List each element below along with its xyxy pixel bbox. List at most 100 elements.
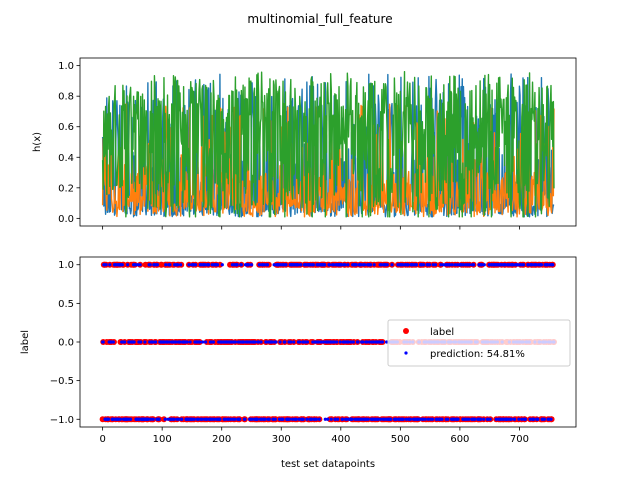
prediction-point	[372, 263, 376, 267]
prediction-point	[255, 417, 260, 421]
prediction-point	[488, 417, 492, 421]
prediction-point	[108, 263, 112, 267]
top-y-tick-label: 0.6	[58, 122, 74, 133]
bottom-y-tick-label: 0.0	[58, 338, 74, 349]
top-y-tick-label: 0.2	[58, 183, 74, 194]
prediction-point	[205, 417, 209, 421]
prediction-point	[333, 417, 338, 421]
prediction-point	[138, 263, 142, 267]
bottom-x-tick-label: 400	[331, 434, 350, 445]
bottom-x-tick-label: 600	[450, 434, 469, 445]
legend-label-text: label	[430, 327, 454, 338]
prediction-point	[482, 263, 486, 267]
prediction-point	[317, 417, 321, 421]
prediction-point	[218, 417, 222, 421]
prediction-point	[201, 340, 205, 344]
prediction-point	[237, 417, 242, 421]
prediction-point	[345, 417, 349, 421]
prediction-point	[250, 417, 254, 421]
prediction-point	[423, 417, 427, 421]
prediction-point	[249, 263, 254, 267]
bottom-x-tick-label: 500	[391, 434, 410, 445]
prediction-point	[151, 417, 155, 421]
prediction-point	[406, 263, 410, 267]
prediction-point	[427, 263, 432, 267]
prediction-point	[264, 340, 268, 344]
top-x-ticks	[102, 226, 520, 230]
prediction-point	[296, 263, 300, 267]
top-y-tick-label: 0.8	[58, 92, 74, 103]
prediction-point	[106, 417, 111, 421]
prediction-point	[265, 263, 270, 267]
prediction-point	[368, 263, 373, 267]
label-point	[216, 261, 223, 268]
bottom-x-axis-label: test set datapoints	[281, 459, 375, 470]
prediction-point	[263, 417, 267, 421]
prediction-point	[401, 417, 405, 421]
prediction-point	[299, 263, 303, 267]
prediction-point	[211, 340, 215, 344]
prediction-point	[151, 340, 155, 344]
bottom-y-tick-label: −1.0	[50, 415, 74, 426]
bottom-x-tick-label: 200	[212, 434, 231, 445]
bottom-x-tick-label: 0	[99, 434, 105, 445]
prediction-point	[522, 263, 526, 267]
prediction-point	[448, 263, 452, 267]
prediction-point	[327, 263, 332, 267]
prediction-point	[513, 417, 517, 421]
prediction-point	[542, 417, 547, 421]
prediction-point	[284, 263, 288, 267]
prediction-point	[335, 340, 339, 344]
prediction-point	[176, 263, 180, 267]
prediction-point	[414, 263, 419, 267]
prediction-point	[215, 263, 220, 267]
prediction-point	[185, 340, 189, 344]
prediction-point	[351, 340, 355, 344]
prediction-point	[294, 417, 298, 421]
prediction-point	[196, 417, 201, 421]
prediction-point	[281, 417, 285, 421]
prediction-point	[262, 263, 267, 267]
bottom-scatter-points	[99, 261, 557, 423]
prediction-point	[143, 340, 147, 344]
prediction-point	[229, 417, 233, 421]
prediction-point	[290, 417, 295, 421]
prediction-point	[233, 417, 237, 421]
prediction-point	[332, 340, 336, 344]
prediction-point	[394, 417, 398, 421]
prediction-point	[390, 263, 394, 267]
prediction-point	[511, 263, 515, 267]
prediction-point	[377, 340, 382, 344]
prediction-point	[317, 340, 321, 344]
prediction-point	[310, 417, 314, 421]
bottom-y-ticks: −1.0 −0.5 0.0 0.5 1.0	[50, 260, 80, 426]
prediction-point	[133, 263, 137, 267]
prediction-point	[404, 417, 408, 421]
prediction-point	[204, 340, 208, 344]
prediction-point	[311, 340, 315, 344]
prediction-point	[253, 340, 257, 344]
prediction-point	[180, 417, 184, 421]
prediction-point	[259, 340, 263, 344]
prediction-point	[545, 263, 550, 267]
prediction-point	[220, 263, 224, 267]
bottom-x-tick-label: 700	[510, 434, 529, 445]
prediction-point	[258, 263, 262, 267]
prediction-point	[242, 340, 246, 344]
prediction-point	[235, 263, 239, 267]
prediction-point	[516, 263, 520, 267]
bottom-x-tick-label: 300	[272, 434, 291, 445]
prediction-point	[433, 263, 438, 267]
prediction-point	[323, 417, 327, 421]
bottom-y-tick-label: 1.0	[58, 260, 74, 271]
top-y-tick-label: 0.4	[58, 153, 74, 164]
prediction-point	[118, 417, 123, 421]
prediction-point	[380, 340, 385, 344]
prediction-point	[494, 417, 498, 421]
prediction-point	[233, 340, 238, 344]
prediction-point	[298, 340, 302, 344]
prediction-point	[278, 340, 282, 344]
prediction-point	[389, 417, 393, 421]
prediction-point	[528, 417, 532, 421]
